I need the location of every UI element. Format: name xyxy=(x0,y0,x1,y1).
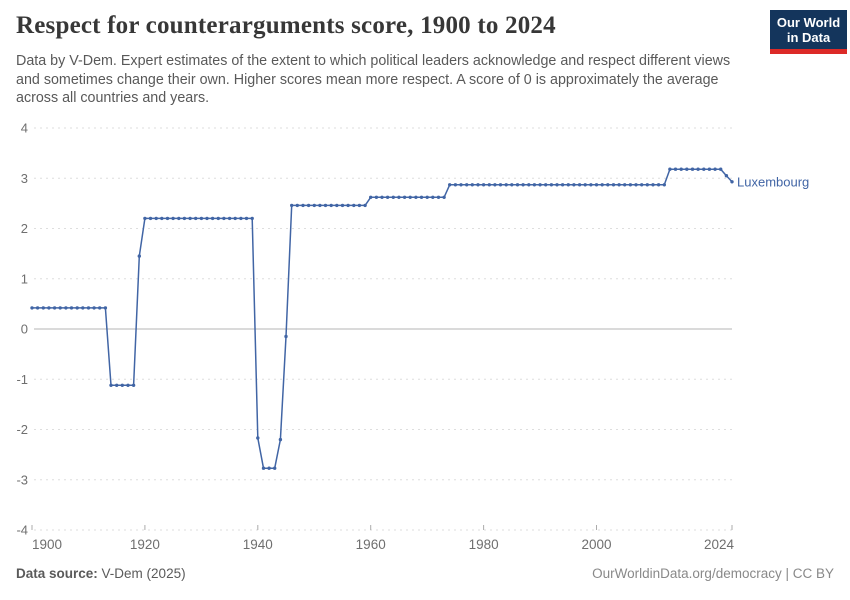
footer-license: | CC BY xyxy=(785,566,834,581)
y-tick-label: -1 xyxy=(16,372,28,387)
entity-label-luxembourg: Luxembourg xyxy=(737,174,809,189)
owid-logo-line2: in Data xyxy=(786,30,831,45)
x-tick-label: 1960 xyxy=(356,537,386,552)
y-tick-label: -4 xyxy=(16,523,28,538)
y-axis: 4 3 2 1 0 -1 -2 -3 -4 xyxy=(16,121,732,538)
y-tick-label: -3 xyxy=(16,472,28,487)
series-points-luxembourg xyxy=(30,167,734,470)
data-source-value: V-Dem (2025) xyxy=(101,566,186,581)
y-tick-label: 4 xyxy=(21,121,28,136)
series-line-luxembourg xyxy=(32,168,733,469)
x-tick-label: 2024 xyxy=(704,537,735,552)
y-tick-label: 2 xyxy=(21,221,28,236)
data-source-label: Data source: xyxy=(16,566,98,581)
x-tick-label: 1920 xyxy=(130,537,160,552)
y-tick-label: 0 xyxy=(21,322,28,337)
page-title: Respect for counterarguments score, 1900… xyxy=(16,12,556,39)
y-tick-label: 3 xyxy=(21,171,28,186)
chart-footer: Data source: V-Dem (2025) OurWorldinData… xyxy=(16,566,834,581)
owid-logo[interactable]: Our World in Data xyxy=(770,10,847,54)
data-source: Data source: V-Dem (2025) xyxy=(16,566,186,581)
x-tick-label: 1940 xyxy=(243,537,273,552)
footer-link[interactable]: OurWorldinData.org/democracy xyxy=(592,566,782,581)
footer-credit: OurWorldinData.org/democracy | CC BY xyxy=(592,566,834,581)
x-axis: 1900 1920 1940 1960 1980 2000 2024 xyxy=(31,525,735,552)
x-tick-label: 1980 xyxy=(469,537,499,552)
chart-subtitle: Data by V-Dem. Expert estimates of the e… xyxy=(16,53,731,107)
y-tick-label: -2 xyxy=(16,422,28,437)
y-tick-label: 1 xyxy=(21,271,28,286)
x-tick-label: 2000 xyxy=(581,537,611,552)
owid-logo-line1: Our World xyxy=(776,15,841,30)
x-tick-label: 1900 xyxy=(32,537,62,552)
